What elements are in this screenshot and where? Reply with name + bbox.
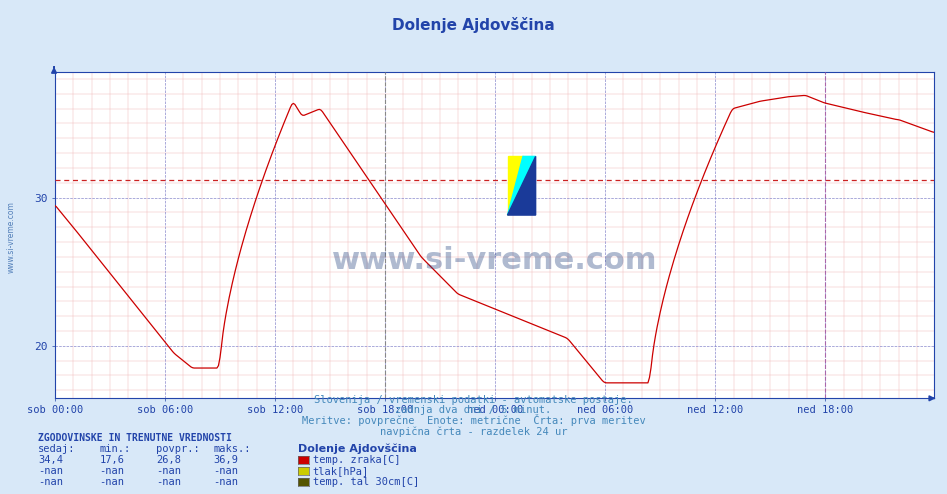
Text: ZGODOVINSKE IN TRENUTNE VREDNOSTI: ZGODOVINSKE IN TRENUTNE VREDNOSTI — [38, 433, 232, 443]
Text: Dolenje Ajdovščina: Dolenje Ajdovščina — [298, 444, 418, 454]
Text: temp. tal 30cm[C]: temp. tal 30cm[C] — [313, 477, 419, 487]
Text: 26,8: 26,8 — [156, 455, 181, 465]
Text: www.si-vreme.com: www.si-vreme.com — [331, 246, 657, 275]
Text: -nan: -nan — [213, 477, 238, 487]
Text: navpična črta - razdelek 24 ur: navpična črta - razdelek 24 ur — [380, 427, 567, 437]
Text: -nan: -nan — [99, 477, 124, 487]
Text: Slovenija / vremenski podatki - avtomatske postaje.: Slovenija / vremenski podatki - avtomats… — [314, 395, 633, 405]
Text: maks.:: maks.: — [213, 444, 251, 454]
Text: povpr.:: povpr.: — [156, 444, 200, 454]
Text: temp. zraka[C]: temp. zraka[C] — [313, 455, 400, 465]
Text: tlak[hPa]: tlak[hPa] — [313, 466, 368, 476]
Text: Dolenje Ajdovščina: Dolenje Ajdovščina — [392, 17, 555, 33]
Text: 36,9: 36,9 — [213, 455, 238, 465]
Text: Meritve: povprečne  Enote: metrične  Črta: prva meritev: Meritve: povprečne Enote: metrične Črta:… — [302, 414, 645, 426]
Text: -nan: -nan — [213, 466, 238, 476]
Text: 17,6: 17,6 — [99, 455, 124, 465]
Text: -nan: -nan — [38, 466, 63, 476]
Text: sedaj:: sedaj: — [38, 444, 76, 454]
Text: -nan: -nan — [38, 477, 63, 487]
Text: 34,4: 34,4 — [38, 455, 63, 465]
Polygon shape — [508, 157, 523, 215]
Text: min.:: min.: — [99, 444, 131, 454]
Polygon shape — [508, 157, 536, 215]
Text: www.si-vreme.com: www.si-vreme.com — [7, 201, 16, 273]
Text: -nan: -nan — [156, 477, 181, 487]
Polygon shape — [508, 157, 536, 215]
Text: zadnja dva dni / 5 minut.: zadnja dva dni / 5 minut. — [396, 406, 551, 415]
Text: -nan: -nan — [99, 466, 124, 476]
Text: -nan: -nan — [156, 466, 181, 476]
